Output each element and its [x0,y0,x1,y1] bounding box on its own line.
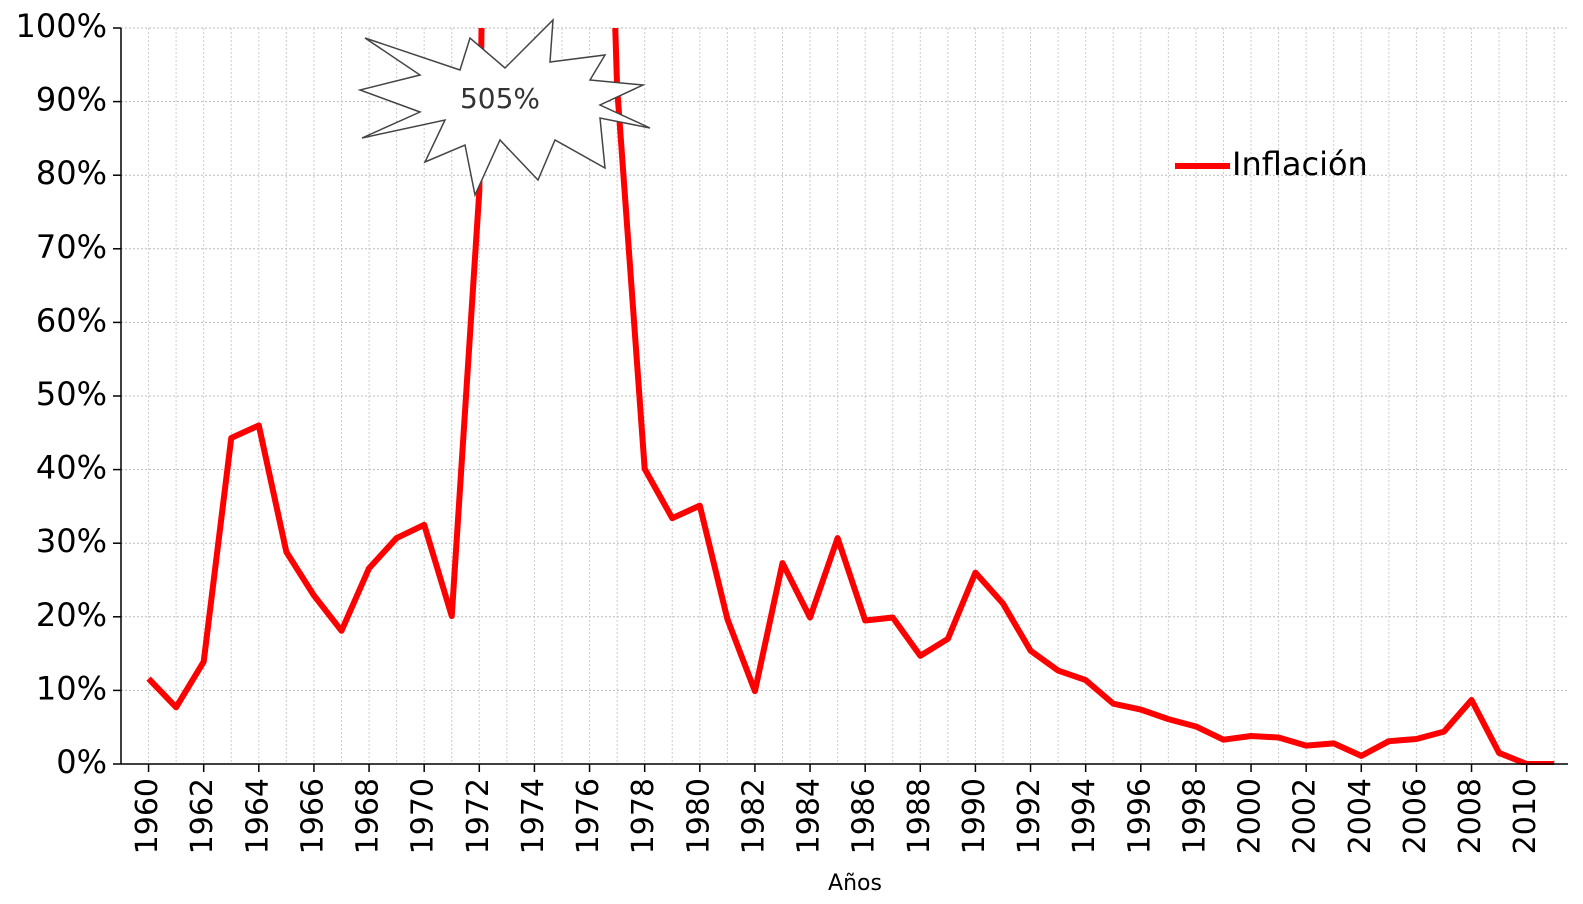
y-tick-label: 50% [36,375,107,413]
y-tick-label: 30% [36,522,107,560]
axes: 0% 10% 20% 30% 40% 50% 60% 70% 80% 90% 100% 1960 196… [16,7,1568,854]
x-tick-label: 1996 [1122,778,1157,854]
grid [121,27,1568,765]
x-tick-label: 1974 [516,778,551,854]
y-tick-label: 100% [16,7,107,45]
x-tick-label: 1960 [130,778,165,854]
x-tick-label: 2010 [1508,778,1543,854]
x-tick-label: 1994 [1067,778,1102,854]
x-tick-label: 2006 [1398,778,1433,854]
plot-area [146,28,1555,765]
y-tick-label: 60% [36,301,107,339]
x-tick-label: 1964 [240,778,275,854]
x-tick-label: 1982 [736,778,771,854]
x-axis-title: Años [828,871,882,896]
legend-label: Inflación [1232,145,1368,183]
y-tick-label: 80% [36,154,107,192]
starburst: 505% [357,18,651,198]
line-series [146,28,1555,765]
x-tick-label: 2008 [1453,778,1488,854]
x-tick-label: 1970 [406,778,441,854]
y-tick-label: 0% [56,743,107,781]
starburst-shape [357,18,651,198]
y-tick-label: 20% [36,596,107,634]
y-tick-label: 40% [36,449,107,487]
x-tick-label: 1992 [1012,778,1047,854]
x-tick-label: 2004 [1343,778,1378,854]
x-tick-label: 2000 [1233,778,1268,854]
x-tick-label: 1968 [351,778,386,854]
y-tick-label: 10% [36,669,107,707]
x-tick-label: 1980 [681,778,716,854]
y-tick-label: 70% [36,228,107,266]
y-tick-label: 90% [36,81,107,119]
annotation: 505% [460,82,540,115]
x-tick-label: 1998 [1177,778,1212,854]
x-tick-label: 2002 [1288,778,1323,854]
x-tick-label: 1984 [792,778,827,854]
x-tick-label: 1966 [295,778,330,854]
x-tick-label: 1962 [185,778,220,854]
x-tick-label: 1978 [626,778,661,854]
x-tick-label: 1986 [847,778,882,854]
x-tick-label: 1990 [957,778,992,854]
x-tick-label: 1976 [571,778,606,854]
x-tick-label: 1972 [461,778,496,854]
x-tick-label: 1988 [902,778,937,854]
